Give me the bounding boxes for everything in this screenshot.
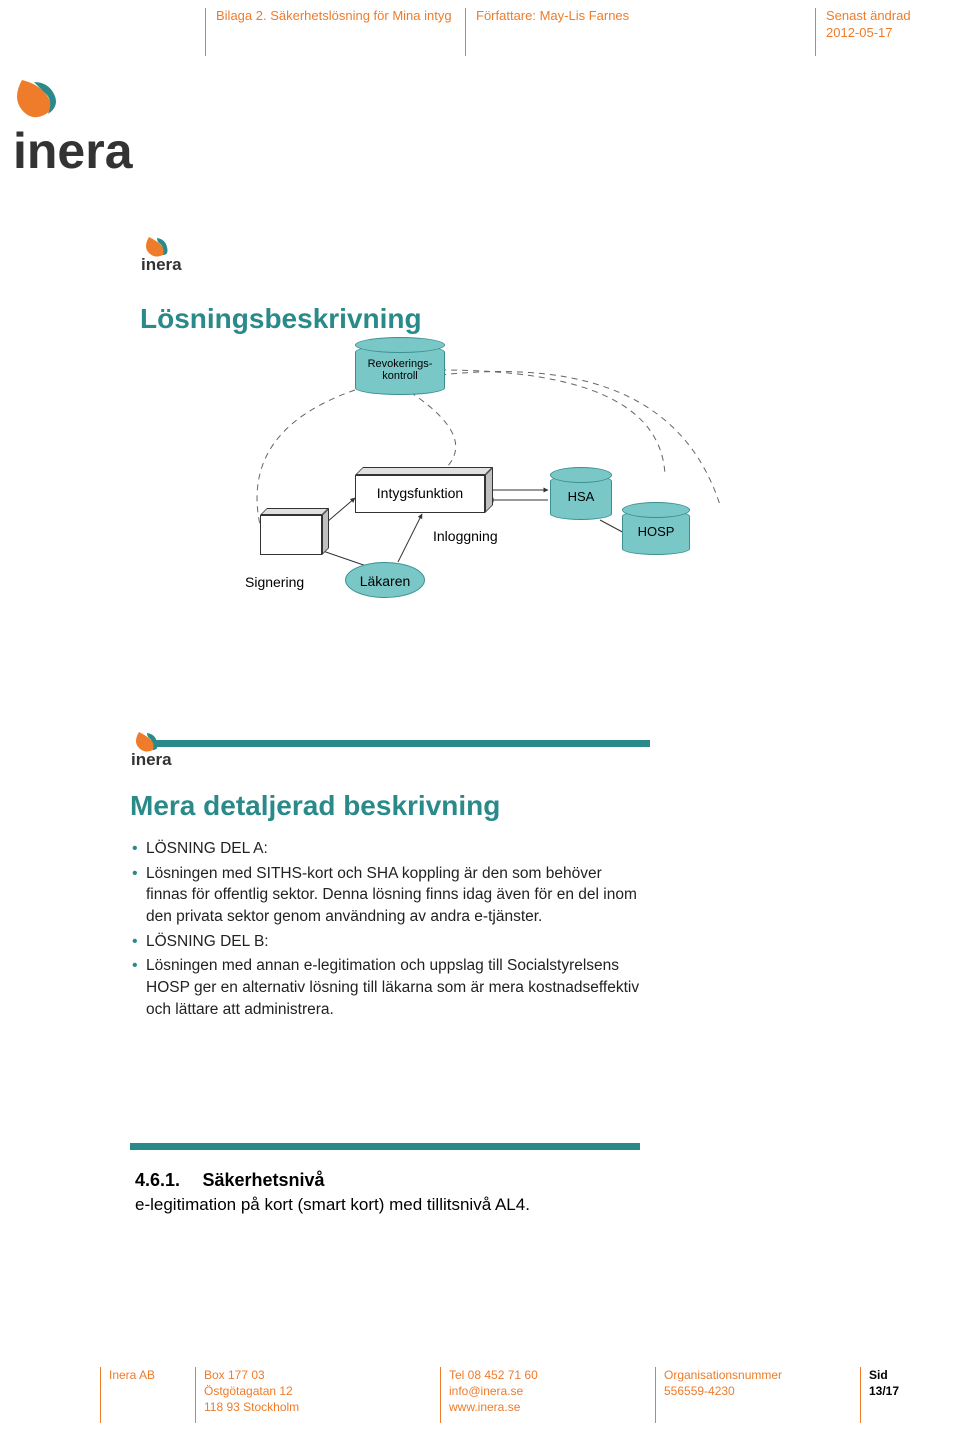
inera-logo: inera — [8, 70, 168, 185]
node-hosp: HOSP — [622, 510, 690, 555]
slide2-title: Mera detaljerad beskrivning — [130, 790, 500, 822]
slide2-bullets: LÖSNING DEL A: Lösningen med SITHS-kort … — [130, 838, 640, 1024]
node-intygsfunktion: Intygsfunktion — [355, 475, 485, 515]
footer-addr-1: Box 177 03 — [204, 1367, 330, 1383]
footer-addr-2: Östgötagatan 12 — [204, 1383, 330, 1399]
section-title: Säkerhetsnivå — [203, 1170, 325, 1190]
node-intygsfunktion-label: Intygsfunktion — [355, 485, 485, 501]
header-author: Författare: May-Lis Farnes — [476, 8, 645, 25]
header-doc-title: Bilaga 2. Säkerhetslösning för Mina inty… — [216, 8, 455, 25]
node-hosp-label: HOSP — [622, 524, 690, 539]
header-col-date: Senast ändrad 2012-05-17 — [815, 8, 945, 56]
footer-company-name: Inera AB — [109, 1367, 185, 1383]
node-lakaren: Läkaren — [345, 562, 425, 598]
footer-orgnr: Organisationsnummer 556559-4230 — [655, 1367, 825, 1423]
footer-orgnr-value: 556559-4230 — [664, 1383, 825, 1399]
footer-tel: Tel 08 452 71 60 — [449, 1367, 580, 1383]
footer-page: Sid 13/17 — [860, 1367, 920, 1423]
slide-mera-detaljerad: inera Mera detaljerad beskrivning LÖSNIN… — [125, 730, 825, 1240]
node-hsa-label: HSA — [550, 489, 612, 504]
page-header: Bilaga 2. Säkerhetslösning för Mina inty… — [195, 8, 960, 56]
diagram-architecture: Revokerings- kontroll Intygsfunktion HSA… — [190, 310, 760, 650]
header-modified-date: 2012-05-17 — [826, 25, 945, 42]
label-inloggning: Inloggning — [433, 528, 498, 544]
slide-losningsbeskrivning: inera Lösningsbeskrivning — [135, 235, 815, 755]
svg-text:inera: inera — [141, 255, 182, 273]
section-461: 4.6.1. Säkerhetsnivå e-legitimation på k… — [135, 1170, 815, 1215]
footer-orgnr-label: Organisationsnummer — [664, 1367, 825, 1383]
label-signering: Signering — [245, 574, 304, 590]
bullet-a-head: LÖSNING DEL A: — [130, 838, 640, 860]
slide1-logo: inera — [135, 235, 197, 278]
header-modified-label: Senast ändrad — [826, 8, 945, 25]
node-empty — [260, 515, 322, 557]
header-col-doc: Bilaga 2. Säkerhetslösning för Mina inty… — [205, 8, 455, 56]
footer-addr-3: 118 93 Stockholm — [204, 1399, 330, 1415]
svg-text:inera: inera — [131, 750, 172, 768]
footer-address: Box 177 03 Östgötagatan 12 118 93 Stockh… — [195, 1367, 330, 1423]
header-col-author: Författare: May-Lis Farnes — [465, 8, 645, 56]
logo-text: inera — [13, 123, 134, 179]
footer-web: www.inera.se — [449, 1399, 580, 1415]
node-hsa: HSA — [550, 475, 612, 520]
bullet-b-body: Lösningen med annan e-legitimation och u… — [130, 955, 640, 1020]
bullet-b-head: LÖSNING DEL B: — [130, 931, 640, 953]
flame-icon — [17, 80, 56, 117]
section-heading-line: 4.6.1. Säkerhetsnivå — [135, 1170, 815, 1191]
bullet-a-body: Lösningen med SITHS-kort och SHA kopplin… — [130, 863, 640, 928]
node-lakaren-label: Läkaren — [346, 563, 424, 599]
section-body: e-legitimation på kort (smart kort) med … — [135, 1195, 815, 1215]
footer-contact: Tel 08 452 71 60 info@inera.se www.inera… — [440, 1367, 580, 1423]
page-footer: Inera AB Box 177 03 Östgötagatan 12 118 … — [100, 1367, 920, 1423]
section-number: 4.6.1. — [135, 1170, 180, 1190]
footer-email: info@inera.se — [449, 1383, 580, 1399]
node-revokering-label: Revokerings- kontroll — [355, 358, 445, 382]
footer-page-number: Sid 13/17 — [869, 1368, 899, 1398]
node-revokering: Revokerings- kontroll — [355, 345, 445, 395]
slide2-bar — [125, 1143, 640, 1150]
footer-company: Inera AB — [100, 1367, 185, 1423]
slide2-logo: inera — [125, 730, 187, 773]
